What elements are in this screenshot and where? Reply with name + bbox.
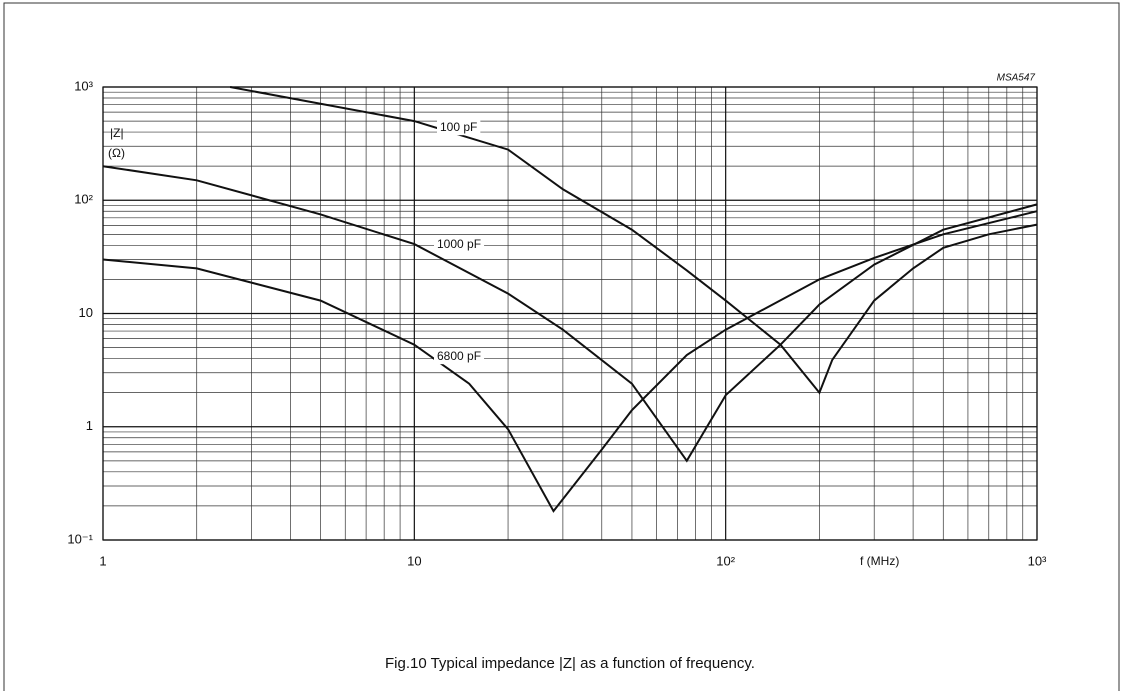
y-tick-label: 10³: [74, 78, 93, 93]
series-line: [102, 165, 1038, 463]
y-tick-label: 10: [79, 305, 93, 320]
annotation: MSA547: [997, 73, 1036, 84]
x-tick-label: 1: [99, 553, 106, 568]
y-tick-label: 10⁻¹: [67, 531, 93, 546]
x-axis-label: f (MHz): [860, 554, 899, 568]
y-axis-label: |Z|: [110, 126, 124, 140]
series-label: 1000 pF: [437, 237, 481, 251]
caption: Fig.10 Typical impedance |Z| as a functi…: [385, 655, 755, 672]
x-tick-label: 10²: [716, 553, 735, 568]
frame: [3, 2, 1120, 691]
x-tick-label: 10³: [1028, 553, 1047, 568]
series-label: 100 pF: [440, 120, 477, 134]
plot-border: [102, 86, 1038, 541]
x-tick-label: 10: [407, 553, 421, 568]
y-tick-label: 10²: [74, 192, 93, 207]
y-axis-unit: (Ω): [108, 146, 125, 160]
y-tick-label: 1: [86, 418, 93, 433]
series-label-bg: [434, 236, 485, 253]
series-label: 6800 pF: [437, 349, 481, 363]
series-line: [229, 86, 1038, 395]
series-label-bg: [434, 348, 485, 365]
series-line: [102, 210, 1038, 513]
series-label-bg: [437, 119, 481, 136]
